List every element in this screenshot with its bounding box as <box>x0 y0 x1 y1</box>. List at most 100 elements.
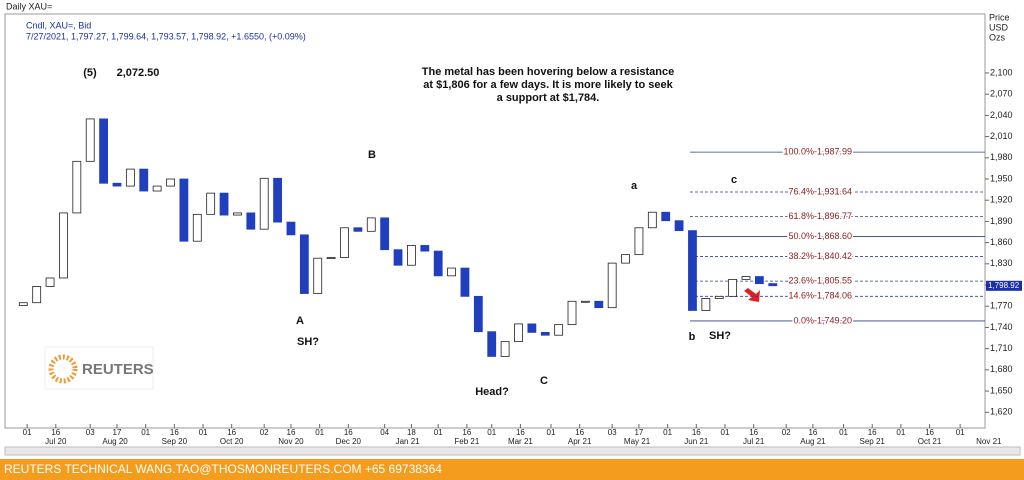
candle <box>353 227 363 232</box>
candle <box>634 227 644 256</box>
note: a support at $1,784. <box>497 92 600 104</box>
candle <box>72 160 82 214</box>
candle <box>594 300 604 309</box>
candle <box>647 211 657 229</box>
candle <box>661 211 671 222</box>
annotation: C <box>540 375 548 387</box>
x-tick-label: 16 <box>344 428 353 437</box>
month-label: Oct 21 <box>918 437 942 446</box>
candle <box>18 302 28 306</box>
month-label: Feb 21 <box>454 437 479 446</box>
month-label: Jul 21 <box>743 437 765 446</box>
x-tick-label: 01 <box>199 428 208 437</box>
footer-bar <box>0 459 1024 480</box>
candle <box>152 185 162 192</box>
candle <box>407 245 416 266</box>
month-label: Sep 20 <box>162 437 188 446</box>
x-tick-label: 16 <box>462 428 471 437</box>
candle <box>166 178 175 187</box>
candle <box>754 276 764 285</box>
logo-box <box>44 346 154 390</box>
x-tick-label: 16 <box>170 428 179 437</box>
x-tick-label: 17 <box>634 428 643 437</box>
fib-label: 38.2%-1,840.42 <box>788 251 852 261</box>
fib-label: 76.4%-1,931.64 <box>788 186 852 196</box>
y-tick-label: 1,770 <box>990 301 1013 311</box>
candle <box>273 177 282 223</box>
x-tick-label: 18 <box>407 428 416 437</box>
x-tick-label: 01 <box>23 428 32 437</box>
month-label: Dec 20 <box>336 437 362 446</box>
y-tick-label: 1,710 <box>990 343 1013 353</box>
candle <box>299 234 309 294</box>
x-tick-label: 16 <box>868 428 877 437</box>
candle <box>500 341 510 357</box>
y-tick-label: 1,890 <box>990 216 1013 226</box>
candle <box>85 118 95 162</box>
month-label: Aug 20 <box>102 437 128 446</box>
y-tick-label: 2,010 <box>990 131 1013 141</box>
logo-text: REUTERS <box>82 361 154 378</box>
axis-title: Ozs <box>989 32 1006 42</box>
candle <box>701 298 711 311</box>
axis-title: Price <box>989 12 1010 22</box>
candle <box>567 300 577 326</box>
candle <box>259 177 269 230</box>
candle <box>179 178 189 242</box>
annotation: SH? <box>709 330 731 342</box>
annotation: B <box>368 149 376 161</box>
candle <box>540 331 550 336</box>
month-label: Nov 21 <box>976 437 1002 446</box>
fib-label: 61.8%-1,896.77 <box>788 211 852 221</box>
candle <box>607 262 617 309</box>
annotation: b <box>689 331 696 343</box>
candle <box>59 212 68 279</box>
candle <box>420 245 430 252</box>
logo: REUTERS <box>44 346 154 390</box>
candle <box>688 230 697 311</box>
month-label: Oct 20 <box>220 437 244 446</box>
x-tick-label: 01 <box>487 428 496 437</box>
candle <box>219 192 229 216</box>
logo-icon <box>48 354 78 384</box>
note: The metal has been hovering below a resi… <box>422 66 674 78</box>
candle <box>286 221 296 236</box>
x-tick-label: 01 <box>547 428 556 437</box>
x-tick-label: 01 <box>839 428 848 437</box>
x-tick-label: 01 <box>141 428 150 437</box>
candle <box>139 168 149 192</box>
down-arrow <box>744 288 760 302</box>
y-tick-label: 1,620 <box>990 407 1013 417</box>
y-tick-label: 1,950 <box>990 173 1013 183</box>
x-tick-label: 02 <box>782 428 791 437</box>
candle <box>326 257 336 259</box>
x-tick-label: 01 <box>315 428 324 437</box>
candle <box>366 217 376 232</box>
annotation: (5) <box>83 67 97 79</box>
candle <box>206 192 216 215</box>
x-tick-label: 16 <box>516 428 525 437</box>
candle <box>125 168 135 187</box>
y-tick-label: 1,830 <box>990 258 1013 268</box>
month-label: Sep 21 <box>860 437 886 446</box>
last-price-box <box>986 280 1022 291</box>
candle <box>45 277 55 287</box>
y-tick-label: 1,680 <box>990 364 1013 374</box>
candle <box>728 278 738 297</box>
x-tick-label: 16 <box>51 428 60 437</box>
candle <box>714 295 724 299</box>
footer-text: REUTERS TECHNICAL WANG.TAO@THOSMONREUTER… <box>4 462 442 476</box>
month-label: Nov 20 <box>278 437 304 446</box>
fib-label: 14.6%-1,784.06 <box>788 291 852 301</box>
fib-label: 50.0%-1,868.60 <box>788 231 852 241</box>
candle <box>487 331 497 357</box>
annotation: Head? <box>475 386 509 398</box>
candle <box>246 212 256 230</box>
candle <box>768 283 778 287</box>
candle <box>433 250 443 277</box>
annotation: c <box>731 174 737 186</box>
y-tick-label: 2,040 <box>990 110 1013 120</box>
x-tick-label: 01 <box>663 428 672 437</box>
candle <box>460 267 470 297</box>
